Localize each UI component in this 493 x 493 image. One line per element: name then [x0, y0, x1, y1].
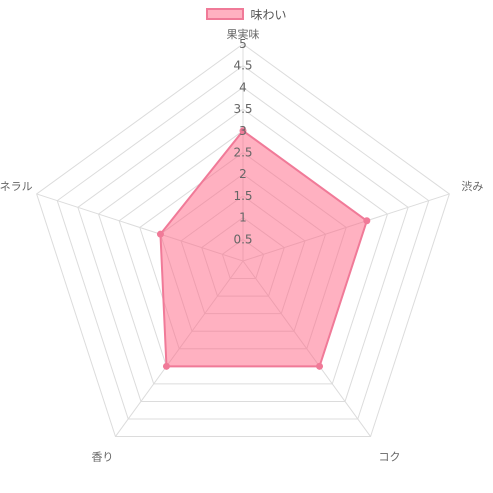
- tick-label: 3: [239, 124, 247, 138]
- chart-legend[interactable]: 味わい: [0, 4, 493, 24]
- data-point: [363, 217, 371, 225]
- grid-ring: [56, 65, 430, 420]
- grid-ring: [77, 86, 409, 402]
- tick-label: 2.5: [233, 146, 252, 160]
- grid-ring: [36, 43, 450, 438]
- tick-label: 1.5: [233, 189, 252, 203]
- series-area: [159, 129, 368, 368]
- grid-ring: [97, 108, 389, 385]
- tick-label: 2: [239, 167, 247, 181]
- legend-label[interactable]: 味わい: [250, 7, 287, 22]
- tick-label: 0.5: [233, 232, 252, 246]
- category-label: 香り: [91, 451, 113, 464]
- data-point: [239, 127, 247, 135]
- category-label: ミネラル: [0, 180, 33, 193]
- legend-swatch[interactable]: [206, 8, 245, 20]
- data-point: [316, 362, 324, 370]
- category-label: コク: [379, 451, 401, 464]
- category-label: 渋み: [461, 180, 483, 193]
- tick-label: 3.5: [233, 102, 252, 116]
- tick-label: 1: [239, 211, 247, 225]
- category-label: 果実味: [227, 27, 260, 41]
- tick-label: 5: [239, 37, 247, 51]
- data-point: [162, 362, 170, 370]
- data-point: [156, 230, 164, 238]
- tick-label: 4: [239, 80, 247, 94]
- tick-label: 4.5: [233, 59, 252, 73]
